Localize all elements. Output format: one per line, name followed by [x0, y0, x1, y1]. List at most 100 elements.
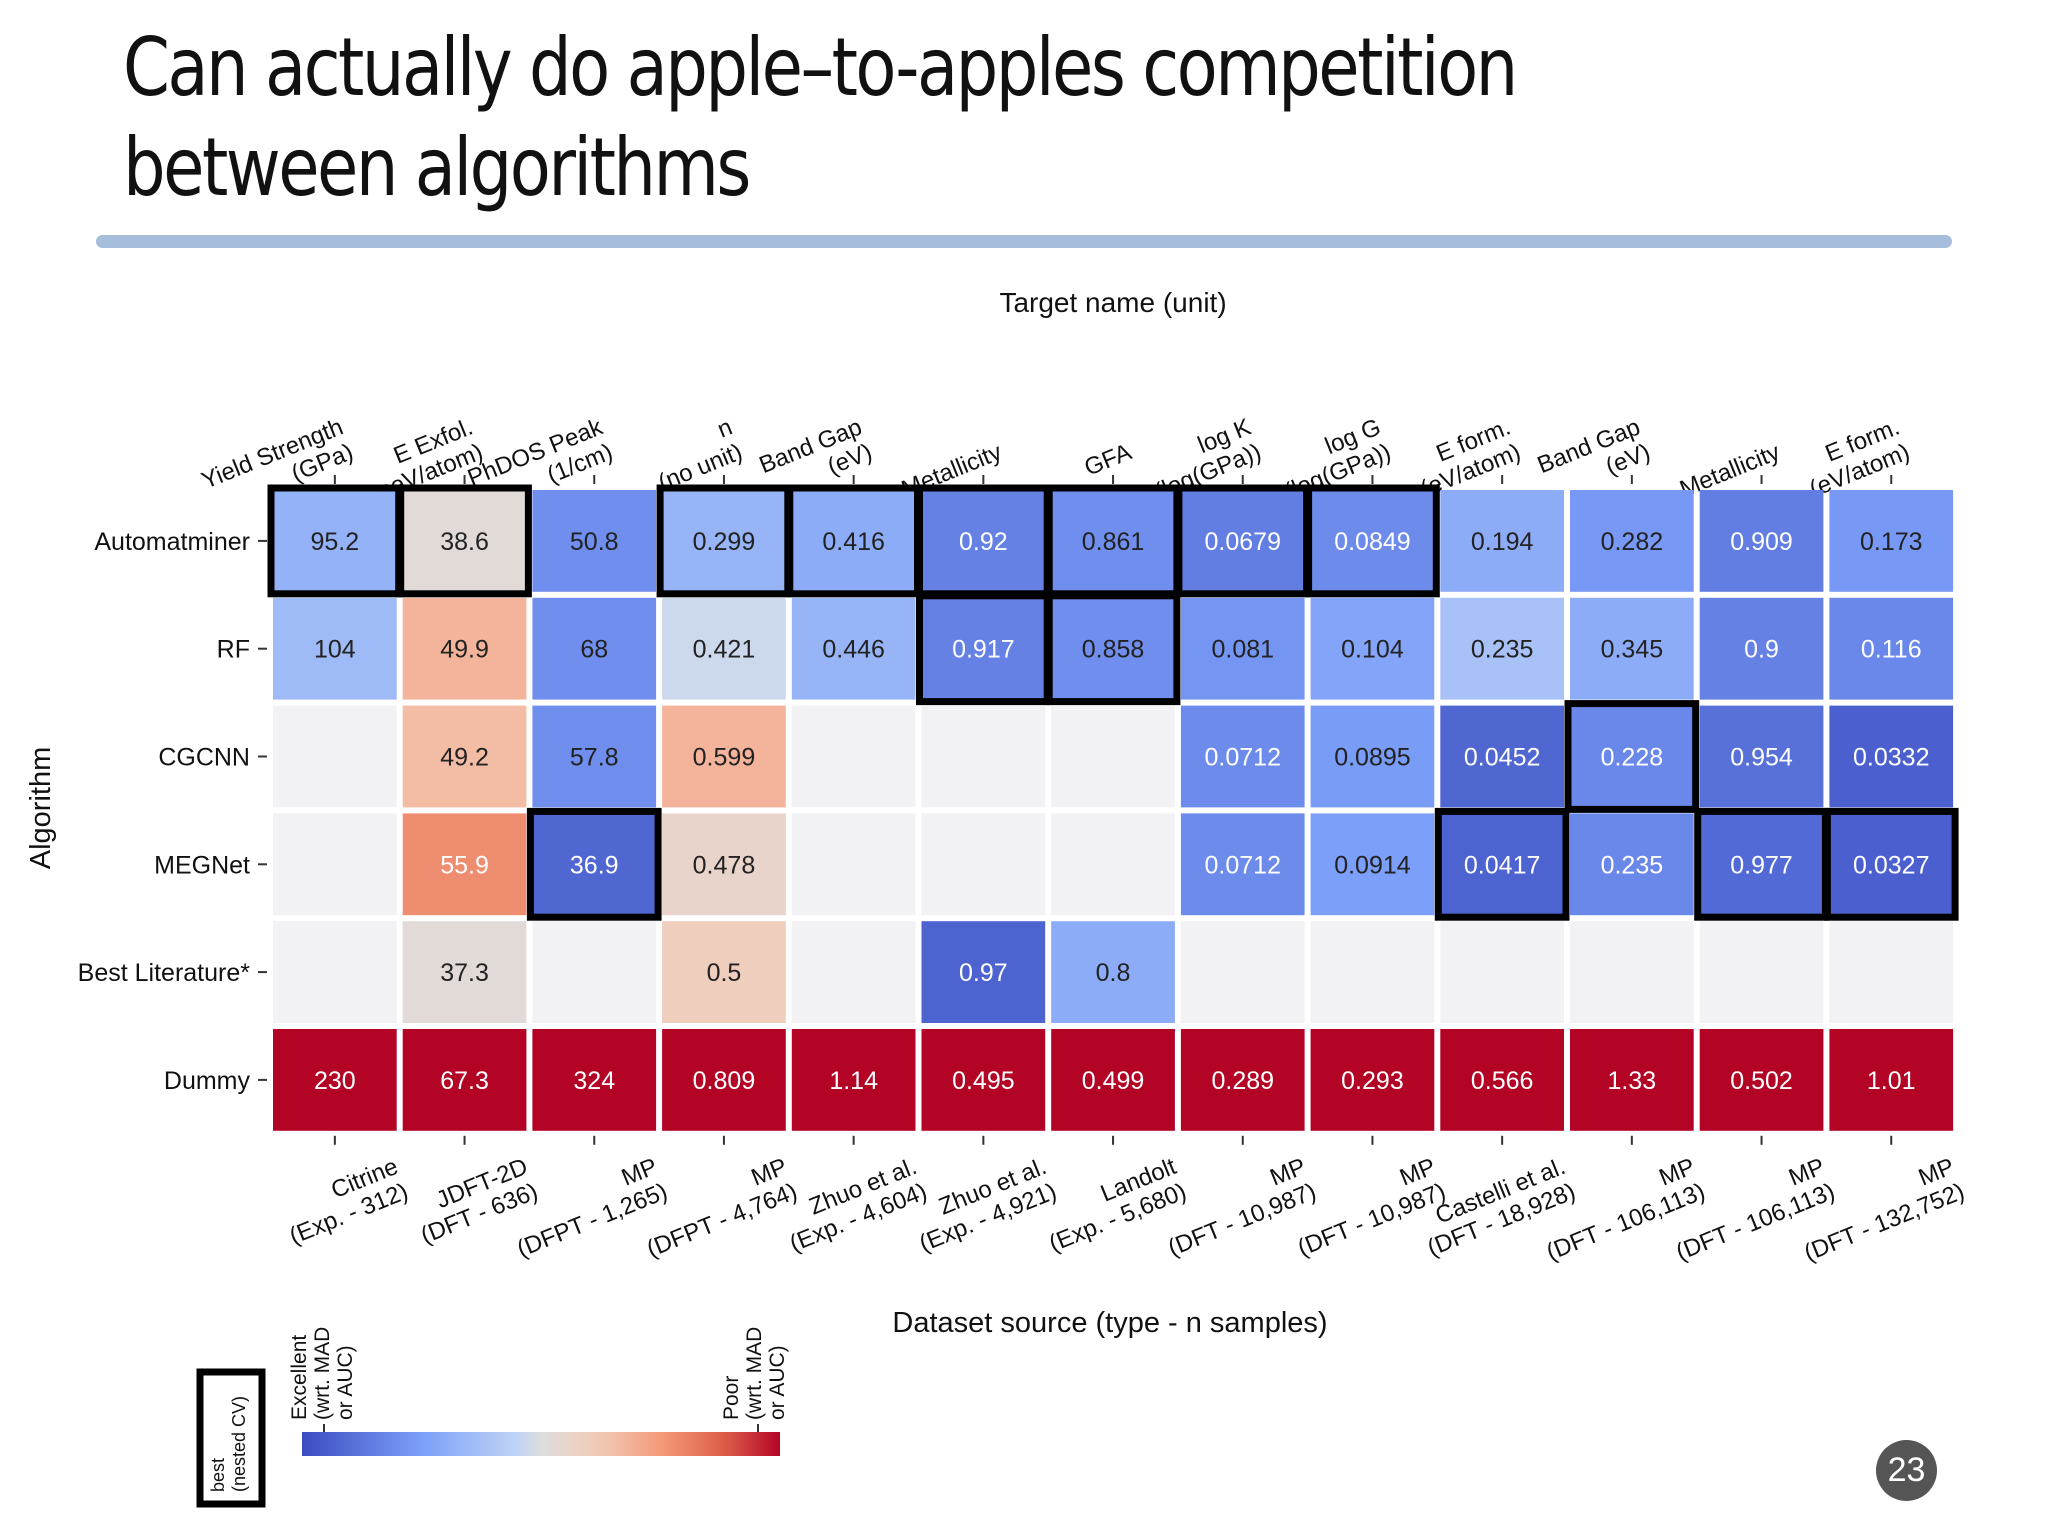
cell-value: 0.282 [1601, 528, 1664, 556]
colorbar [302, 1432, 780, 1456]
cell-value: 0.5 [707, 959, 742, 987]
cell-value: 0.0327 [1853, 851, 1929, 879]
heatmap-cell [273, 705, 397, 808]
heatmap-cell [662, 1029, 786, 1131]
heatmap-cell [1051, 921, 1175, 1023]
cell-value: 57.8 [570, 744, 619, 772]
heatmap-cell [662, 921, 786, 1023]
cell-value: 0.478 [693, 851, 756, 879]
heatmap-cell [402, 490, 527, 592]
heatmap-cell [1570, 921, 1694, 1023]
chart-title: Target name (unit) [999, 287, 1226, 318]
slide-title: Can actually do apple–to-apples competit… [123, 21, 1518, 214]
heatmap-cell [662, 813, 786, 916]
heatmap-cell [1180, 597, 1305, 700]
cell-value: 49.2 [440, 744, 489, 772]
heatmap-cell [1310, 921, 1435, 1023]
cell-value: 0.566 [1471, 1067, 1534, 1095]
cell-value: 49.9 [440, 636, 489, 664]
cell-value: 0.0417 [1464, 851, 1540, 879]
heatmap-cell [1699, 705, 1824, 808]
heatmap-cell [273, 921, 397, 1023]
heatmap-cell [1440, 597, 1564, 700]
cell-value: 0.909 [1730, 528, 1793, 556]
heatmap-cell [1699, 1029, 1824, 1131]
cell-value: 0.0332 [1853, 744, 1929, 772]
algorithm-label: MEGNet [154, 851, 250, 879]
heatmap-cell [1440, 1029, 1564, 1131]
cell-value: 104 [314, 636, 356, 664]
heatmap-cell [1051, 1029, 1175, 1131]
dataset-label: Zhuo et al.(Exp. - 4,604) [776, 1153, 931, 1258]
heatmap-cell [1440, 921, 1564, 1023]
heatmap-cell [1051, 597, 1175, 700]
heatmap-cell [1310, 597, 1435, 700]
target-label: E form.(eV/atom) [1796, 413, 1914, 503]
cell-value: 0.858 [1082, 636, 1145, 664]
algorithm-label: Dummy [164, 1067, 251, 1095]
heatmap-cell [791, 490, 916, 592]
heatmap-cell [532, 921, 657, 1023]
cell-value: 0.289 [1211, 1067, 1274, 1095]
cell-value: 55.9 [440, 851, 489, 879]
colorbar-low-label-group: Excellent(wrt. MADor AUC) [288, 1327, 357, 1420]
colorbar-high-label-group: Poor(wrt. MADor AUC) [720, 1327, 789, 1420]
cell-value: 1.33 [1608, 1067, 1657, 1095]
heatmap-cell [273, 597, 397, 700]
heatmap-cell [273, 1029, 397, 1131]
heatmap-cell [402, 597, 527, 700]
legend-best-box [196, 1368, 266, 1508]
heatmap-cell [1699, 490, 1824, 592]
heatmap-cell [532, 490, 657, 592]
cell-value: 0.599 [693, 744, 756, 772]
heatmap-cell [1051, 813, 1175, 916]
cell-value: 0.0679 [1205, 528, 1281, 556]
heatmap-cell [662, 705, 786, 808]
cell-value: 0.345 [1601, 636, 1664, 664]
heatmap-cell [1180, 705, 1305, 808]
cell-value: 0.8 [1096, 959, 1131, 987]
cell-value: 0.0895 [1334, 744, 1410, 772]
algorithm-label: Best Literature* [78, 959, 251, 987]
cell-value: 68 [580, 636, 608, 664]
heatmap-cell [1699, 921, 1824, 1023]
heatmap-cell [1699, 597, 1824, 700]
cell-value: 0.0452 [1464, 744, 1540, 772]
cell-value: 0.9 [1744, 636, 1779, 664]
heatmap-cell [1829, 1029, 1954, 1131]
target-label-group: n(no unit) [654, 413, 746, 496]
heatmap-cell [532, 597, 657, 700]
heatmap-cell [1699, 813, 1824, 916]
heatmap-cell [921, 490, 1046, 592]
heatmap-cell [662, 490, 786, 592]
heatmap-cell [1440, 705, 1564, 808]
colorbar-low-label: Excellent(wrt. MADor AUC) [288, 1327, 357, 1420]
cell-value: 0.081 [1211, 636, 1274, 664]
cell-value: 0.495 [952, 1067, 1015, 1095]
heatmap-cell [1310, 1029, 1435, 1131]
cell-value: 0.97 [959, 959, 1008, 987]
cell-value: 0.954 [1730, 744, 1793, 772]
heatmap-cell [791, 813, 916, 916]
title-rule [96, 235, 1952, 248]
heatmap-cell [1570, 705, 1694, 808]
cell-value: 0.502 [1730, 1067, 1793, 1095]
heatmap-cell [1829, 921, 1954, 1023]
heatmap-cell [402, 813, 527, 916]
heatmap-cell [1310, 490, 1435, 592]
heatmap-cell [1051, 490, 1175, 592]
cell-value: 36.9 [570, 851, 619, 879]
dataset-label-group: Zhuo et al.(Exp. - 4,604) [776, 1153, 931, 1258]
heatmap-cell [1570, 813, 1694, 916]
x-axis-title: Dataset source (type - n samples) [892, 1307, 1327, 1339]
cell-value: 0.0849 [1334, 528, 1410, 556]
cell-value: 0.421 [693, 636, 756, 664]
cell-value: 0.0712 [1205, 744, 1281, 772]
cell-value: 0.861 [1082, 528, 1145, 556]
cell-value: 0.116 [1861, 636, 1922, 664]
heatmap-cell [791, 597, 916, 700]
heatmap-cell [921, 921, 1046, 1023]
heatmap-cell [1829, 490, 1954, 592]
target-label: GFA [1081, 439, 1136, 482]
heatmap-cell [1829, 813, 1954, 916]
